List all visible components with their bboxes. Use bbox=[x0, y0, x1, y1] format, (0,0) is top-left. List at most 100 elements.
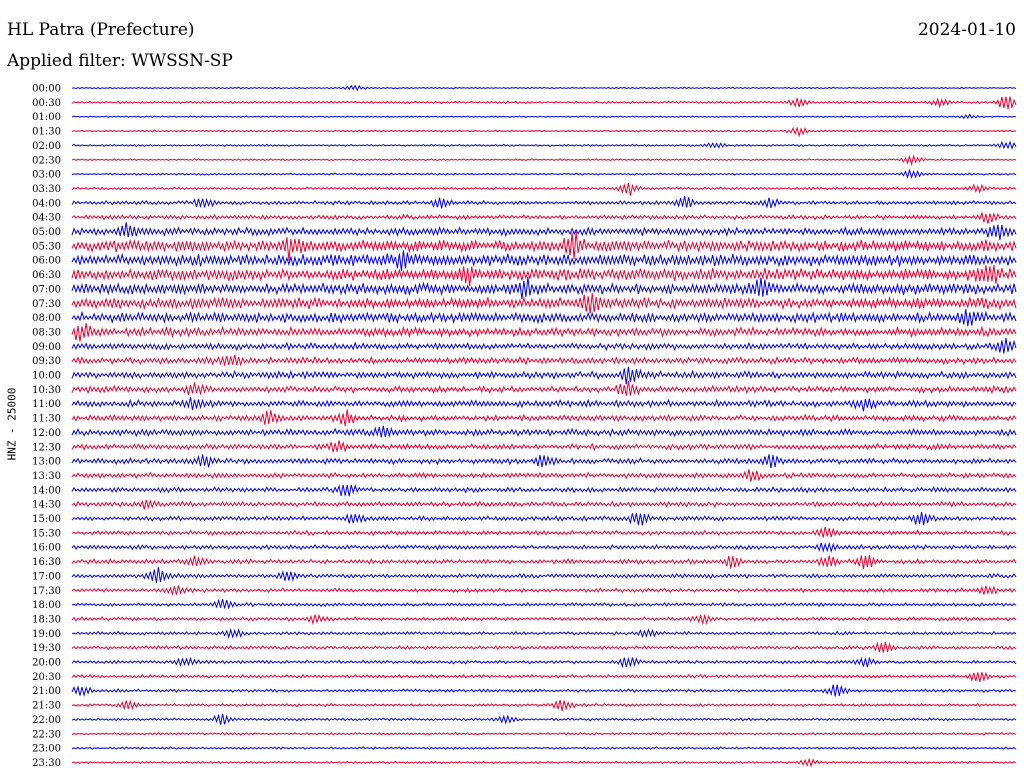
row-time-label: 18:00 bbox=[32, 600, 61, 611]
trace-line bbox=[71, 671, 1017, 683]
row-time-label: 21:30 bbox=[32, 701, 61, 712]
trace-line bbox=[71, 265, 1017, 287]
row-time-label: 21:00 bbox=[32, 686, 61, 697]
row-time-label: 06:00 bbox=[32, 256, 61, 267]
row-time-label: 14:30 bbox=[32, 500, 61, 511]
trace-line bbox=[71, 354, 1017, 367]
trace-line bbox=[71, 337, 1017, 354]
filter-label: Applied filter: bbox=[7, 51, 126, 71]
row-time-label: 16:00 bbox=[32, 543, 61, 554]
row-time-label: 14:00 bbox=[32, 485, 61, 496]
trace-line bbox=[71, 113, 1017, 120]
row-time-label: 19:30 bbox=[32, 643, 61, 654]
row-time-label: 03:30 bbox=[32, 184, 61, 195]
trace-line bbox=[71, 512, 1017, 526]
trace-line bbox=[71, 746, 1017, 750]
row-time-label: 02:00 bbox=[32, 141, 61, 152]
row-time-label: 15:00 bbox=[32, 514, 61, 525]
row-time-label: 10:00 bbox=[32, 371, 61, 382]
trace-line bbox=[71, 440, 1017, 453]
row-time-label: 20:30 bbox=[32, 672, 61, 683]
trace-line bbox=[71, 250, 1017, 272]
row-time-label: 02:30 bbox=[32, 155, 61, 166]
trace-line bbox=[71, 555, 1017, 570]
filter-line: Applied filter: WWSSN-SP bbox=[7, 51, 233, 71]
trace-line bbox=[71, 656, 1017, 669]
trace-line bbox=[71, 469, 1017, 482]
plot-date: 2024-01-10 bbox=[917, 20, 1016, 40]
trace-line bbox=[71, 713, 1017, 725]
trace-line bbox=[71, 641, 1017, 653]
trace-line bbox=[71, 526, 1017, 538]
trace-line bbox=[71, 425, 1017, 438]
row-time-label: 00:30 bbox=[32, 98, 61, 109]
row-time-label: 04:00 bbox=[32, 198, 61, 209]
row-time-label: 09:00 bbox=[32, 342, 61, 353]
trace-line bbox=[71, 598, 1017, 610]
trace-line bbox=[71, 222, 1017, 241]
trace-line bbox=[71, 309, 1017, 327]
trace-line bbox=[71, 366, 1017, 385]
row-time-label: 01:30 bbox=[32, 127, 61, 138]
row-time-label: 05:00 bbox=[32, 227, 61, 238]
filter-name: WWSSN-SP bbox=[131, 51, 233, 71]
row-time-label: 08:30 bbox=[32, 327, 61, 338]
row-time-label: 13:00 bbox=[32, 457, 61, 468]
row-time-label: 23:00 bbox=[32, 744, 61, 755]
trace-line bbox=[71, 684, 1017, 698]
trace-line bbox=[71, 168, 1017, 179]
row-time-label: 06:30 bbox=[32, 270, 61, 281]
trace-line bbox=[71, 409, 1017, 427]
trace-line bbox=[71, 498, 1017, 510]
trace-line bbox=[71, 293, 1017, 314]
trace-line bbox=[71, 454, 1017, 469]
row-time-label: 17:30 bbox=[32, 586, 61, 597]
row-time-label: 23:30 bbox=[32, 758, 61, 769]
trace-line bbox=[71, 484, 1017, 497]
trace-line bbox=[71, 195, 1017, 209]
row-time-label: 22:30 bbox=[32, 729, 61, 740]
trace-line bbox=[71, 231, 1017, 261]
row-time-label: 18:30 bbox=[32, 614, 61, 625]
row-time-label: 05:30 bbox=[32, 241, 61, 252]
trace-line bbox=[71, 613, 1017, 626]
row-time-label: 19:00 bbox=[32, 629, 61, 640]
trace-line bbox=[71, 541, 1017, 554]
row-time-label: 09:30 bbox=[32, 356, 61, 367]
row-time-label: 16:30 bbox=[32, 557, 61, 568]
row-time-label: 12:30 bbox=[32, 442, 61, 453]
row-time-label: 08:00 bbox=[32, 313, 61, 324]
trace-line bbox=[71, 567, 1017, 583]
trace-line bbox=[71, 84, 1017, 92]
row-time-label: 00:00 bbox=[32, 84, 61, 95]
trace-line bbox=[71, 154, 1017, 167]
trace-line bbox=[71, 276, 1017, 300]
trace-line bbox=[71, 627, 1017, 639]
trace-line bbox=[71, 731, 1017, 736]
row-time-label: 10:30 bbox=[32, 385, 61, 396]
row-time-label: 20:00 bbox=[32, 658, 61, 669]
trace-line bbox=[71, 126, 1017, 138]
trace-line bbox=[71, 585, 1017, 596]
trace-line bbox=[71, 323, 1017, 342]
trace-line bbox=[71, 140, 1017, 150]
station-title: HL Patra (Prefecture) bbox=[7, 20, 195, 40]
row-time-label: 12:00 bbox=[32, 428, 61, 439]
row-time-label: 15:30 bbox=[32, 528, 61, 539]
row-time-label: 11:30 bbox=[32, 414, 61, 425]
trace-line bbox=[71, 757, 1017, 768]
trace-line bbox=[71, 96, 1017, 110]
trace-line bbox=[71, 380, 1017, 396]
row-time-label: 11:00 bbox=[32, 399, 61, 410]
row-time-label: 17:00 bbox=[32, 571, 61, 582]
trace-line bbox=[71, 211, 1017, 224]
row-time-label: 22:00 bbox=[32, 715, 61, 726]
trace-line bbox=[71, 397, 1017, 412]
trace-line bbox=[71, 182, 1017, 196]
row-time-label: 01:00 bbox=[32, 112, 61, 123]
row-time-label: 07:30 bbox=[32, 299, 61, 310]
row-time-label: 04:30 bbox=[32, 213, 61, 224]
trace-line bbox=[71, 699, 1017, 712]
row-time-label: 13:30 bbox=[32, 471, 61, 482]
